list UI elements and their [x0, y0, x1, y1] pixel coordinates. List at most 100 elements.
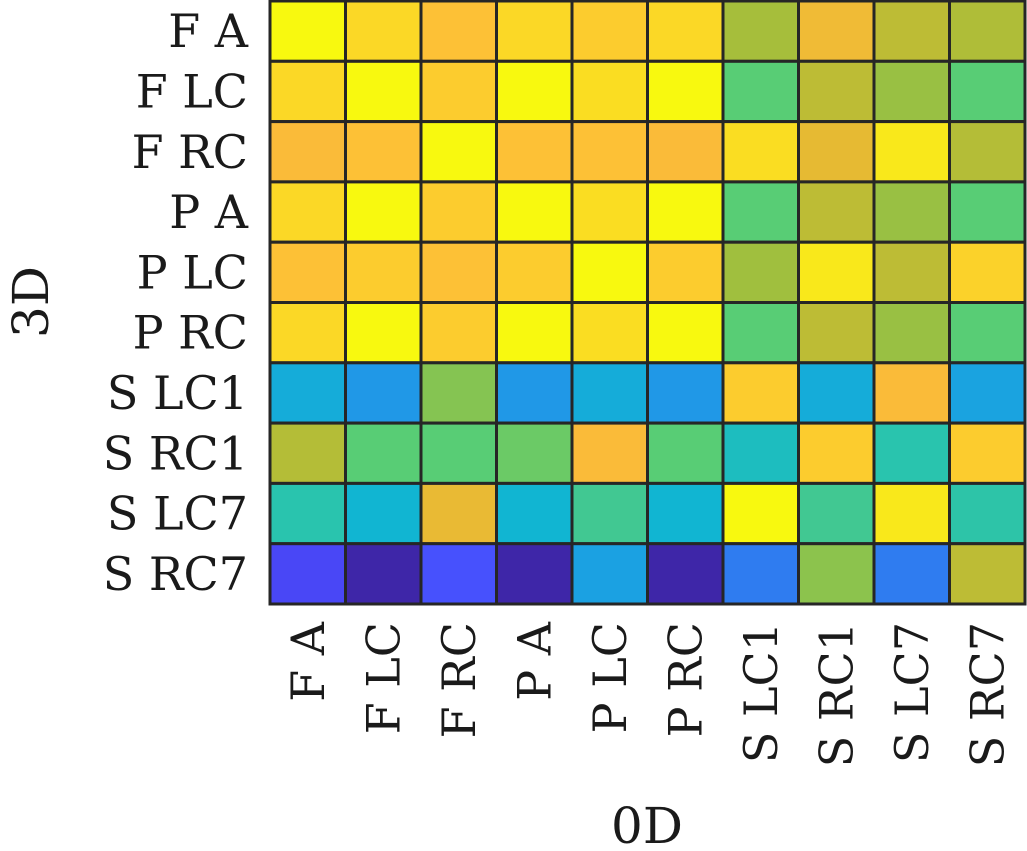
heatmap-cell: [419, 240, 498, 304]
heatmap-cell: [721, 421, 800, 485]
heatmap-cell: [570, 542, 649, 606]
heatmap-cell: [495, 481, 574, 546]
heatmap-cell: [797, 240, 876, 304]
heatmap-cell: [721, 240, 800, 304]
heatmap-cell: [344, 421, 423, 485]
x-tick-label: P LC: [583, 622, 637, 733]
heatmap-cell: [268, 240, 347, 304]
heatmap-cell: [646, 180, 725, 244]
heatmap-cell: [721, 542, 800, 606]
heatmap-cell: [646, 301, 725, 365]
heatmap-cell: [948, 59, 1027, 124]
heatmap-cell: [419, 361, 498, 425]
heatmap-cell: [495, 361, 574, 425]
heatmap-cell: [495, 0, 574, 63]
heatmap-cell: [721, 59, 800, 124]
heatmap-cell: [268, 481, 347, 546]
heatmap-cell: [948, 361, 1027, 425]
heatmap-cell: [268, 180, 347, 244]
heatmap-cell: [948, 120, 1027, 184]
x-tick-label: F LC: [356, 622, 410, 734]
heatmap-cell: [721, 0, 800, 63]
heatmap-cell: [872, 301, 951, 365]
x-tick-label: P RC: [658, 622, 712, 737]
heatmap-cell: [797, 0, 876, 63]
heatmap-cell: [419, 481, 498, 546]
heatmap-cell: [570, 301, 649, 365]
heatmap-cell: [344, 301, 423, 365]
heatmap-cell: [948, 481, 1027, 546]
heatmap-cell: [570, 59, 649, 124]
heatmap-cell: [570, 120, 649, 184]
heatmap-cell: [268, 59, 347, 124]
heatmap-cell: [721, 120, 800, 184]
y-tick-label: F RC: [132, 125, 248, 179]
y-tick-label: S LC7: [107, 487, 248, 541]
heatmap-cell: [646, 361, 725, 425]
heatmap-cell: [646, 0, 725, 63]
y-tick-label: S LC1: [107, 366, 248, 420]
heatmap-cell: [948, 542, 1027, 606]
y-axis-label: 3D: [2, 266, 60, 338]
heatmap-cell: [646, 421, 725, 485]
y-tick-label: P LC: [137, 245, 248, 299]
heatmap-cell: [646, 240, 725, 304]
heatmap-cell: [797, 421, 876, 485]
heatmap-cell: [419, 301, 498, 365]
y-tick-label: P A: [169, 185, 249, 239]
heatmap-cell: [872, 0, 951, 63]
heatmap-cell: [646, 542, 725, 606]
heatmap-cell: [872, 361, 951, 425]
x-tick-labels: F A F LC F RC P A P LC P RC S LC1 S RC1 S LC7 S R…: [281, 621, 1015, 767]
heatmap-cell: [797, 180, 876, 244]
heatmap-cell: [872, 240, 951, 304]
heatmap-cell: [872, 120, 951, 184]
y-tick-label: S RC7: [103, 547, 248, 601]
heatmap-cell: [344, 481, 423, 546]
y-tick-labels: F A F LC F RC P A P LC P RC S LC1 S RC1 S LC7 S R…: [103, 4, 249, 601]
heatmap-cell: [797, 59, 876, 124]
x-tick-label: S LC7: [885, 622, 939, 763]
heatmap-cell: [797, 301, 876, 365]
heatmap-cell: [419, 180, 498, 244]
heatmap-cell: [570, 421, 649, 485]
y-tick-label: F A: [168, 4, 249, 58]
heatmap-cell: [419, 59, 498, 124]
x-tick-label: F RC: [432, 622, 486, 738]
heatmap-cell: [344, 180, 423, 244]
heatmap-cell: [797, 361, 876, 425]
heatmap-cell: [797, 120, 876, 184]
heatmap-cell: [872, 59, 951, 124]
heatmap-cell: [268, 361, 347, 425]
heatmap-cell: [721, 180, 800, 244]
heatmap-cell: [948, 421, 1027, 485]
heatmap-cell: [721, 301, 800, 365]
heatmap-cell: [495, 240, 574, 304]
heatmap-cell: [948, 240, 1027, 304]
heatmap-cell: [646, 59, 725, 124]
x-tick-label: S RC1: [809, 622, 863, 767]
heatmap-cell: [495, 180, 574, 244]
heatmap-cell: [344, 361, 423, 425]
heatmap-cell: [797, 542, 876, 606]
heatmap-cell: [570, 361, 649, 425]
heatmap-cell: [948, 180, 1027, 244]
x-tick-label: S LC1: [734, 622, 788, 763]
heatmap-cell: [797, 481, 876, 546]
heatmap-cells: [268, 0, 1027, 606]
heatmap-cell: [419, 120, 498, 184]
heatmap-cell: [872, 421, 951, 485]
heatmap-cell: [344, 240, 423, 304]
heatmap-cell: [419, 542, 498, 606]
heatmap-cell: [872, 542, 951, 606]
x-tick-label: S RC7: [960, 622, 1014, 767]
heatmap-cell: [268, 301, 347, 365]
heatmap-cell: [570, 240, 649, 304]
heatmap-cell: [419, 0, 498, 63]
y-tick-label: F LC: [136, 64, 248, 118]
heatmap-cell: [948, 0, 1027, 63]
x-axis-label: 0D: [611, 797, 683, 851]
heatmap-cell: [268, 542, 347, 606]
heatmap-cell: [344, 542, 423, 606]
